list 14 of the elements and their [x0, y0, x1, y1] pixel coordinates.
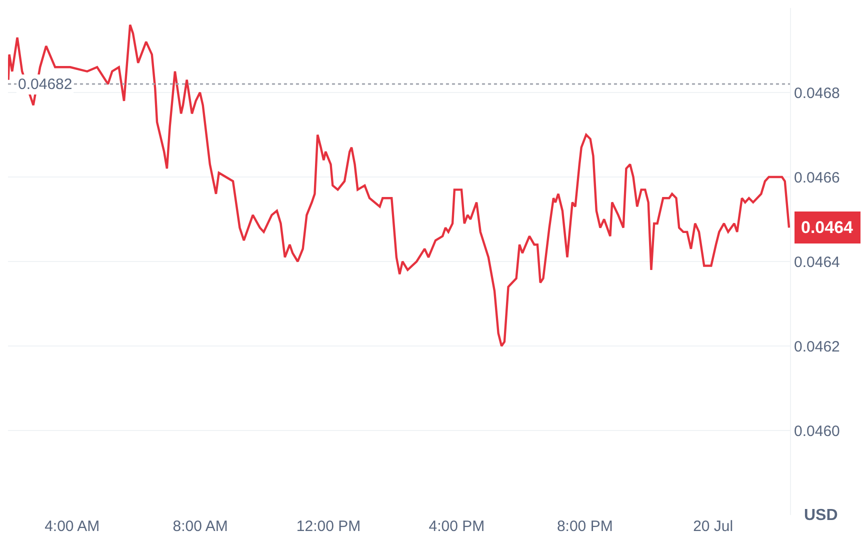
y-tick-label: 0.0466 [794, 169, 840, 186]
x-tick-label: 20 Jul [693, 518, 734, 535]
line-series [8, 24, 790, 348]
ref-line-label: 0.04682 [18, 76, 72, 93]
x-tick-label: 4:00 AM [44, 518, 100, 535]
y-tick-label: 0.0468 [794, 84, 840, 102]
y-tick-label: 0.0460 [794, 422, 840, 440]
y-tick-label: 0.0462 [794, 338, 840, 356]
x-tick-label: 8:00 PM [556, 518, 613, 535]
x-tick-label: 4:00 PM [428, 518, 485, 535]
x-tick-label: 12:00 PM [296, 518, 361, 535]
y-axis-title: USD [804, 507, 838, 524]
y-tick-label: 0.0464 [794, 254, 840, 271]
x-tick-label: 8:00 AM [172, 518, 228, 535]
